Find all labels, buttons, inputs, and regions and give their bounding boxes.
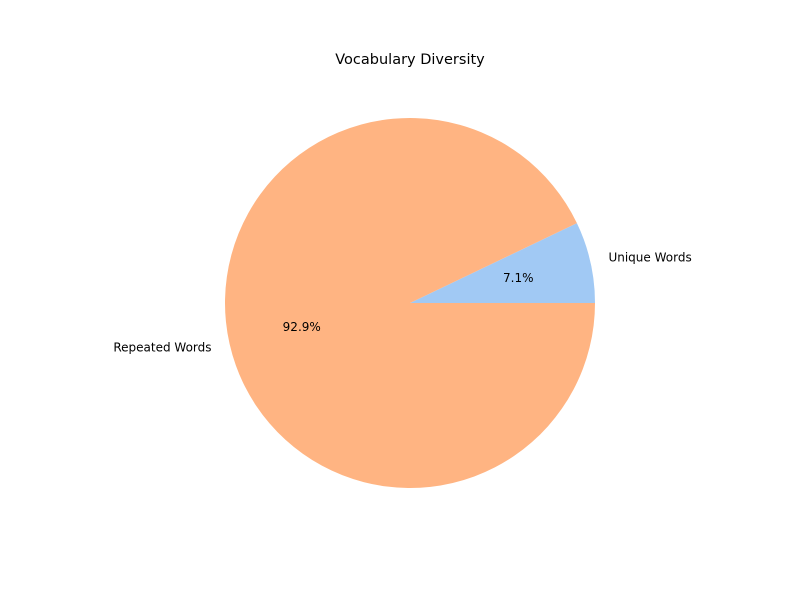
slice-percent-repeated-words: 92.9%: [283, 320, 321, 334]
chart-title: Vocabulary Diversity: [335, 52, 485, 68]
slice-label-repeated-words: Repeated Words: [113, 341, 211, 355]
slice-label-unique-words: Unique Words: [608, 250, 691, 264]
pie-labels: Unique Words 7.1% Repeated Words 92.9%: [113, 250, 691, 354]
pie-slice-unique-words: [410, 223, 595, 303]
pie-slice-repeated-words: [225, 118, 595, 489]
slice-percent-unique-words: 7.1%: [503, 271, 534, 285]
pie-slices: [225, 118, 595, 489]
